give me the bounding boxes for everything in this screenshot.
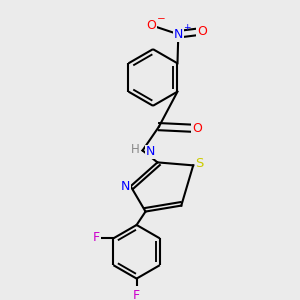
Text: H: H [131, 143, 140, 156]
Text: +: + [184, 23, 191, 32]
Text: −: − [157, 14, 165, 24]
Text: N: N [121, 180, 130, 193]
Text: N: N [174, 28, 183, 41]
Text: F: F [133, 289, 140, 300]
Text: N: N [146, 146, 155, 158]
Text: O: O [147, 19, 156, 32]
Text: S: S [196, 158, 204, 170]
Text: F: F [92, 231, 100, 244]
Text: O: O [197, 25, 207, 38]
Text: O: O [192, 122, 202, 135]
